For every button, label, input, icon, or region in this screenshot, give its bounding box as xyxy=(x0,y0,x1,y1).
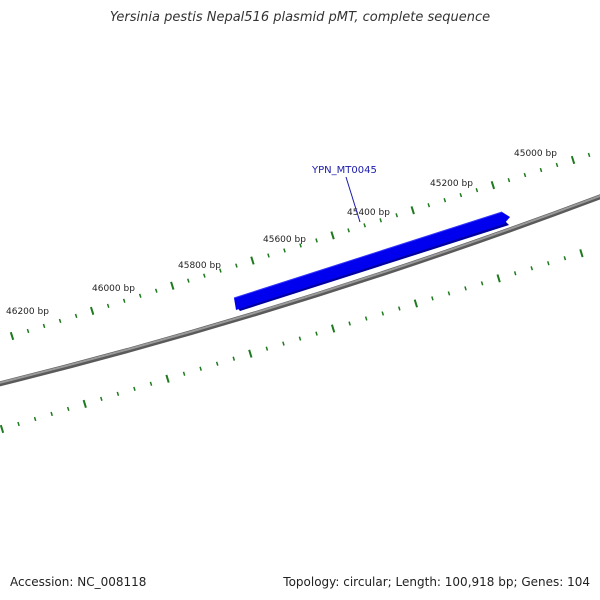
outer-tick-major xyxy=(9,331,15,341)
inner-tick-minor xyxy=(265,346,269,351)
tick-label-45200: 45200 bp xyxy=(430,179,473,189)
outer-tick-minor xyxy=(122,298,126,303)
inner-tick-minor xyxy=(315,331,318,336)
outer-tick-major xyxy=(570,155,576,165)
inner-tick-minor xyxy=(66,406,70,412)
inner-tick-ring xyxy=(0,249,584,434)
outer-tick-major xyxy=(490,180,496,190)
inner-tick-minor xyxy=(182,371,186,376)
outer-tick-minor xyxy=(507,177,511,183)
outer-tick-minor xyxy=(587,152,591,158)
inner-tick-minor xyxy=(547,261,550,266)
inner-tick-minor xyxy=(232,356,236,361)
outer-tick-major xyxy=(250,256,255,265)
outer-tick-major xyxy=(89,306,95,315)
inner-tick-minor xyxy=(17,421,20,427)
outer-tick-minor xyxy=(219,268,222,273)
gene-feature-ypn-mt0045[interactable] xyxy=(233,211,510,311)
outer-tick-major xyxy=(170,281,175,290)
outer-tick-ring xyxy=(9,152,591,341)
outer-tick-minor xyxy=(347,228,350,233)
inner-tick-minor xyxy=(530,266,534,271)
inner-tick-minor xyxy=(282,341,285,346)
inner-tick-minor xyxy=(431,296,434,301)
outer-tick-minor xyxy=(74,313,78,319)
inner-tick-minor xyxy=(513,271,517,276)
outer-tick-minor xyxy=(363,223,366,228)
outer-tick-minor xyxy=(427,203,431,208)
outer-tick-minor xyxy=(523,172,527,178)
inner-tick-minor xyxy=(100,396,103,401)
outer-tick-major xyxy=(330,231,335,240)
inner-tick-minor xyxy=(298,336,302,341)
inner-tick-minor xyxy=(563,256,567,261)
outer-tick-minor xyxy=(299,243,302,248)
inner-tick-minor xyxy=(199,366,202,371)
inner-tick-minor xyxy=(133,386,136,391)
outer-tick-minor xyxy=(203,273,206,278)
inner-tick-minor xyxy=(480,281,484,286)
inner-tick-major xyxy=(330,324,336,333)
outer-tick-minor xyxy=(475,188,479,193)
accession-text: Accession: NC_008118 xyxy=(10,575,147,589)
gene-label-leader xyxy=(345,176,361,223)
inner-tick-minor xyxy=(381,311,385,316)
outer-tick-minor xyxy=(267,253,270,258)
inner-tick-major xyxy=(82,399,87,409)
gene-label: YPN_MT0045 xyxy=(311,165,377,176)
outer-tick-minor xyxy=(154,288,158,293)
backbone-arc-highlight xyxy=(0,194,600,384)
outer-tick-minor xyxy=(187,278,190,283)
tick-label-45400: 45400 bp xyxy=(347,208,390,218)
inner-tick-major xyxy=(248,349,253,358)
outer-tick-minor xyxy=(555,162,559,168)
outer-tick-minor xyxy=(459,193,463,198)
inner-tick-minor xyxy=(50,411,53,417)
inner-tick-major xyxy=(579,249,584,258)
outer-tick-minor xyxy=(315,238,318,243)
outer-tick-minor xyxy=(539,167,543,173)
inner-tick-minor xyxy=(447,291,451,296)
inner-tick-major xyxy=(413,299,418,308)
outer-tick-minor xyxy=(379,218,382,223)
tick-label-45000: 45000 bp xyxy=(514,149,557,159)
inner-tick-minor xyxy=(364,316,368,321)
outer-tick-minor xyxy=(395,213,399,218)
tick-label-45800: 45800 bp xyxy=(178,261,221,271)
outer-tick-minor xyxy=(138,293,142,298)
summary-text: Topology: circular; Length: 100,918 bp; … xyxy=(283,575,590,589)
outer-tick-minor xyxy=(106,303,110,308)
outer-tick-minor xyxy=(283,248,286,253)
outer-tick-minor xyxy=(58,318,62,324)
inner-tick-minor xyxy=(398,306,401,311)
outer-tick-minor xyxy=(42,323,46,329)
inner-tick-major xyxy=(496,274,501,283)
inner-tick-minor xyxy=(149,381,153,386)
gene-arrow xyxy=(234,212,510,310)
map-title: Yersinia pestis Nepal516 plasmid pMT, co… xyxy=(109,10,491,25)
inner-tick-major xyxy=(0,424,5,434)
inner-tick-minor xyxy=(464,286,467,291)
outer-tick-minor xyxy=(235,263,238,268)
inner-tick-major xyxy=(165,374,170,383)
inner-tick-minor xyxy=(215,361,219,366)
inner-tick-minor xyxy=(33,416,37,422)
inner-tick-minor xyxy=(116,391,120,396)
tick-label-46000: 46000 bp xyxy=(92,284,135,294)
outer-tick-minor xyxy=(443,198,447,203)
outer-tick-major xyxy=(410,206,415,215)
outer-tick-minor xyxy=(26,328,30,334)
tick-label-46200: 46200 bp xyxy=(6,307,49,317)
gene-arrow-edge xyxy=(233,211,503,299)
tick-label-45600: 45600 bp xyxy=(263,235,306,245)
inner-tick-minor xyxy=(348,321,351,326)
